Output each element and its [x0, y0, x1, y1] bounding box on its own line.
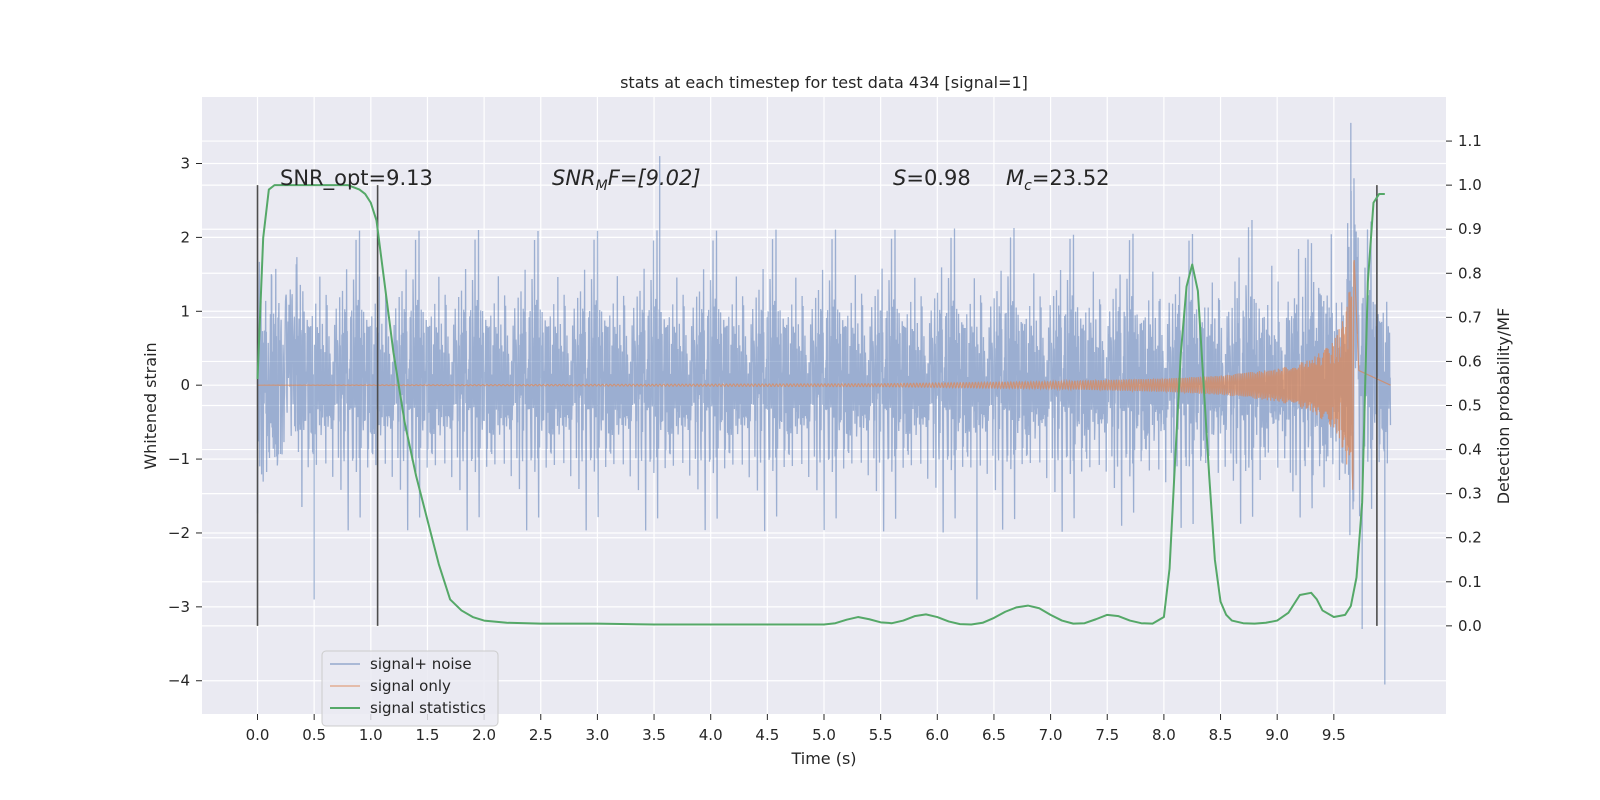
annotation-snr-mf: SNRMF=[9.02]	[552, 166, 701, 194]
signal-only-line	[257, 259, 1391, 490]
annotation-s: S=0.98	[893, 166, 971, 190]
y-right-tick-label: 0.9	[1458, 220, 1482, 238]
annotation-snr-mf-symbol: SNR	[552, 166, 596, 190]
x-tick-label: 4.0	[699, 726, 723, 744]
y-right-tick-label: 0.7	[1458, 308, 1482, 326]
y-right-tick-label: 1.1	[1458, 132, 1482, 150]
x-tick-label: 4.5	[755, 726, 779, 744]
marker-vertical-lines	[256, 185, 1378, 626]
x-tick-label: 6.5	[982, 726, 1006, 744]
x-tick-label: 3.5	[642, 726, 666, 744]
y-right-tick-label: 0.1	[1458, 573, 1482, 591]
y-left-tick-label: −4	[168, 672, 190, 690]
y-right-tick-label: 0.2	[1458, 529, 1482, 547]
x-tick-label: 7.0	[1039, 726, 1063, 744]
signal-noise-line	[256, 122, 1392, 685]
y-left-axis-ticks: 3 2 1 0 −1 −2 −3 −4	[168, 155, 202, 690]
x-tick-label: 1.0	[359, 726, 383, 744]
legend-label-signal-statistics: signal statistics	[370, 699, 486, 717]
annotation-mc-subscript: c	[1024, 178, 1032, 194]
annotation-snr-mf-value: F=[9.02]	[608, 166, 701, 190]
legend-label-signal-noise: signal+ noise	[370, 655, 472, 673]
y-right-tick-label: 0.0	[1458, 617, 1482, 635]
annotation-mc: Mc=23.52	[1006, 166, 1110, 194]
y-left-tick-label: −3	[168, 598, 190, 616]
legend-box	[321, 650, 499, 727]
y-left-tick-label: −2	[168, 524, 190, 542]
x-tick-label: 6.0	[925, 726, 949, 744]
x-tick-label: 5.5	[869, 726, 893, 744]
annotation-s-value: =0.98	[906, 166, 970, 190]
x-tick-label: 5.0	[812, 726, 836, 744]
annotation-mc-symbol: M	[1006, 166, 1024, 190]
annotation-snr-mf-subscript: M	[596, 178, 608, 194]
signal-only-series	[257, 259, 1391, 490]
x-tick-label: 7.5	[1095, 726, 1119, 744]
y-right-tick-label: 0.8	[1458, 264, 1482, 282]
x-tick-label: 2.0	[472, 726, 496, 744]
x-tick-label: 1.5	[416, 726, 440, 744]
annotation-snr-opt: SNR_opt=9.13	[280, 166, 433, 191]
signal-statistics-line	[256, 184, 1385, 626]
y-left-tick-label: 0	[180, 376, 190, 394]
y-right-tick-label: 1.0	[1458, 176, 1482, 194]
x-tick-label: 2.5	[529, 726, 553, 744]
y-right-tick-label: 0.4	[1458, 441, 1482, 459]
y-right-axis-label: Detection probability/MF	[1494, 308, 1513, 505]
y-left-tick-label: 3	[180, 155, 190, 173]
annotation-s-symbol: S	[893, 166, 906, 190]
x-tick-label: 9.5	[1322, 726, 1346, 744]
x-axis-label: Time (s)	[790, 749, 856, 768]
y-left-tick-label: 1	[180, 302, 190, 320]
y-left-tick-label: −1	[168, 450, 190, 468]
signal-statistics-series	[256, 184, 1385, 626]
x-tick-label: 0.0	[246, 726, 270, 744]
x-tick-label: 9.0	[1265, 726, 1289, 744]
x-tick-label: 3.0	[585, 726, 609, 744]
chart-title: stats at each timestep for test data 434…	[620, 73, 1028, 92]
y-left-axis-label: Whitened strain	[141, 342, 160, 469]
y-left-tick-label: 2	[180, 228, 190, 246]
x-axis-ticks: 0.0 0.5 1.0 1.5 2.0 2.5 3.0 3.5 4.0 4.5 5.0 5.5 6.0 6…	[246, 714, 1346, 744]
x-tick-label: 8.5	[1209, 726, 1233, 744]
legend-label-signal-only: signal only	[370, 677, 451, 695]
annotation-mc-value: =23.52	[1032, 166, 1110, 190]
legend: signal+ noise signal only signal statist…	[321, 650, 499, 727]
y-right-tick-label: 0.3	[1458, 485, 1482, 503]
signal-noise-series	[256, 122, 1392, 685]
y-right-tick-label: 0.5	[1458, 397, 1482, 415]
x-tick-label: 8.0	[1152, 726, 1176, 744]
y-right-tick-label: 0.6	[1458, 352, 1482, 370]
y-right-axis-ticks: 1.1 1.0 0.9 0.8 0.7 0.6 0.5 0.4 0.3 0.2 0.1 0.0	[1446, 132, 1482, 635]
x-tick-label: 0.5	[302, 726, 326, 744]
